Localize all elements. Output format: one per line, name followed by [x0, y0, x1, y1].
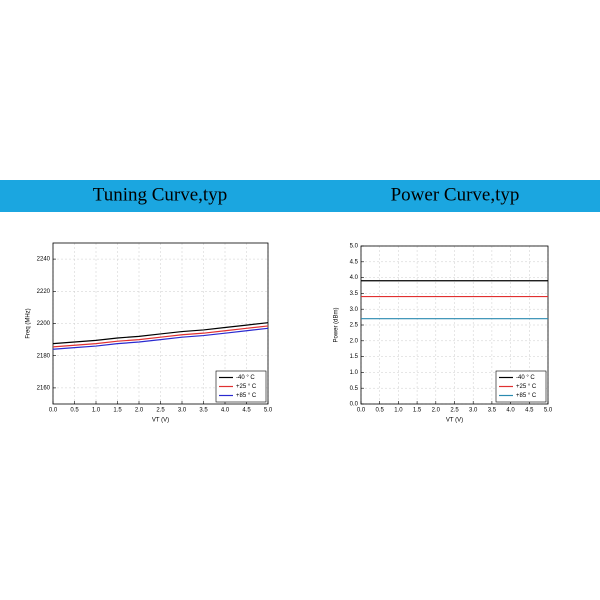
plot-frame — [52, 242, 269, 405]
y-tick-label: 3.5 — [350, 291, 359, 297]
x-tick-label: 2.5 — [156, 408, 165, 414]
x-tick-label: 2.0 — [135, 408, 144, 414]
x-tick-label: 1.0 — [92, 408, 101, 414]
x-tick-label: 3.5 — [199, 408, 208, 414]
chart-title: Tuning Curve,typ — [93, 184, 227, 205]
x-tick-label: 0.5 — [376, 408, 385, 414]
y-tick-label: 0.0 — [350, 402, 359, 408]
legend-label: +25 ° C — [516, 384, 537, 390]
banner — [0, 180, 600, 212]
y-tick-label: 3.0 — [350, 307, 359, 313]
x-tick-label: 2.5 — [450, 408, 459, 414]
y-tick-label: 1.0 — [350, 370, 359, 376]
x-tick-label: 0.5 — [70, 408, 79, 414]
legend-label: +25 ° C — [236, 384, 257, 390]
x-tick-label: 2.0 — [432, 408, 441, 414]
legend-label: +85 ° C — [236, 393, 257, 399]
x-tick-label: 1.5 — [113, 408, 122, 414]
x-tick-label: 1.0 — [394, 408, 403, 414]
x-tick-label: 1.5 — [413, 408, 422, 414]
data-line — [52, 322, 269, 345]
data-line — [52, 327, 269, 350]
x-tick-label: 3.5 — [488, 408, 497, 414]
y-tick-label: 5.0 — [350, 244, 359, 250]
x-tick-label: 0.0 — [357, 408, 366, 414]
y-tick-label: 2200 — [37, 321, 51, 327]
chart-title: Power Curve,typ — [391, 184, 520, 205]
x-tick-label: 4.5 — [242, 408, 251, 414]
x-tick-label: 5.0 — [264, 408, 273, 414]
legend-label: +85 ° C — [516, 393, 537, 399]
y-tick-label: 2240 — [37, 257, 51, 263]
y-tick-label: 2.5 — [350, 323, 359, 329]
y-tick-label: 2220 — [37, 289, 51, 295]
x-tick-label: 3.0 — [178, 408, 187, 414]
x-tick-label: 5.0 — [544, 408, 553, 414]
y-tick-label: 4.5 — [350, 259, 359, 265]
x-axis-label: VT (V) — [446, 418, 463, 424]
legend-label: -40 ° C — [516, 375, 535, 381]
x-tick-label: 4.0 — [506, 408, 515, 414]
x-tick-label: 3.0 — [469, 408, 478, 414]
y-tick-label: 2160 — [37, 385, 51, 391]
y-tick-label: 4.0 — [350, 275, 359, 281]
y-tick-label: 1.5 — [350, 354, 359, 360]
y-axis-label: Freq (MHz) — [26, 308, 32, 338]
x-tick-label: 4.5 — [525, 408, 534, 414]
y-tick-label: 2.0 — [350, 338, 359, 344]
y-tick-label: 2180 — [37, 353, 51, 359]
x-axis-label: VT (V) — [152, 418, 169, 424]
x-tick-label: 4.0 — [221, 408, 230, 414]
plot-frame — [360, 245, 549, 405]
data-line — [52, 325, 269, 348]
y-axis-label: Power (dBm) — [334, 307, 340, 342]
x-tick-label: 0.0 — [49, 408, 58, 414]
legend-label: -40 ° C — [236, 375, 255, 381]
y-tick-label: 0.5 — [350, 386, 359, 392]
